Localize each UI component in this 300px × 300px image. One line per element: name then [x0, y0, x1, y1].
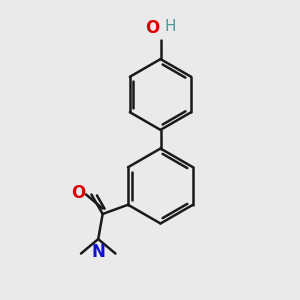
- Text: N: N: [91, 243, 105, 261]
- Text: O: O: [71, 184, 85, 202]
- Text: H: H: [165, 19, 176, 34]
- Text: O: O: [145, 19, 159, 37]
